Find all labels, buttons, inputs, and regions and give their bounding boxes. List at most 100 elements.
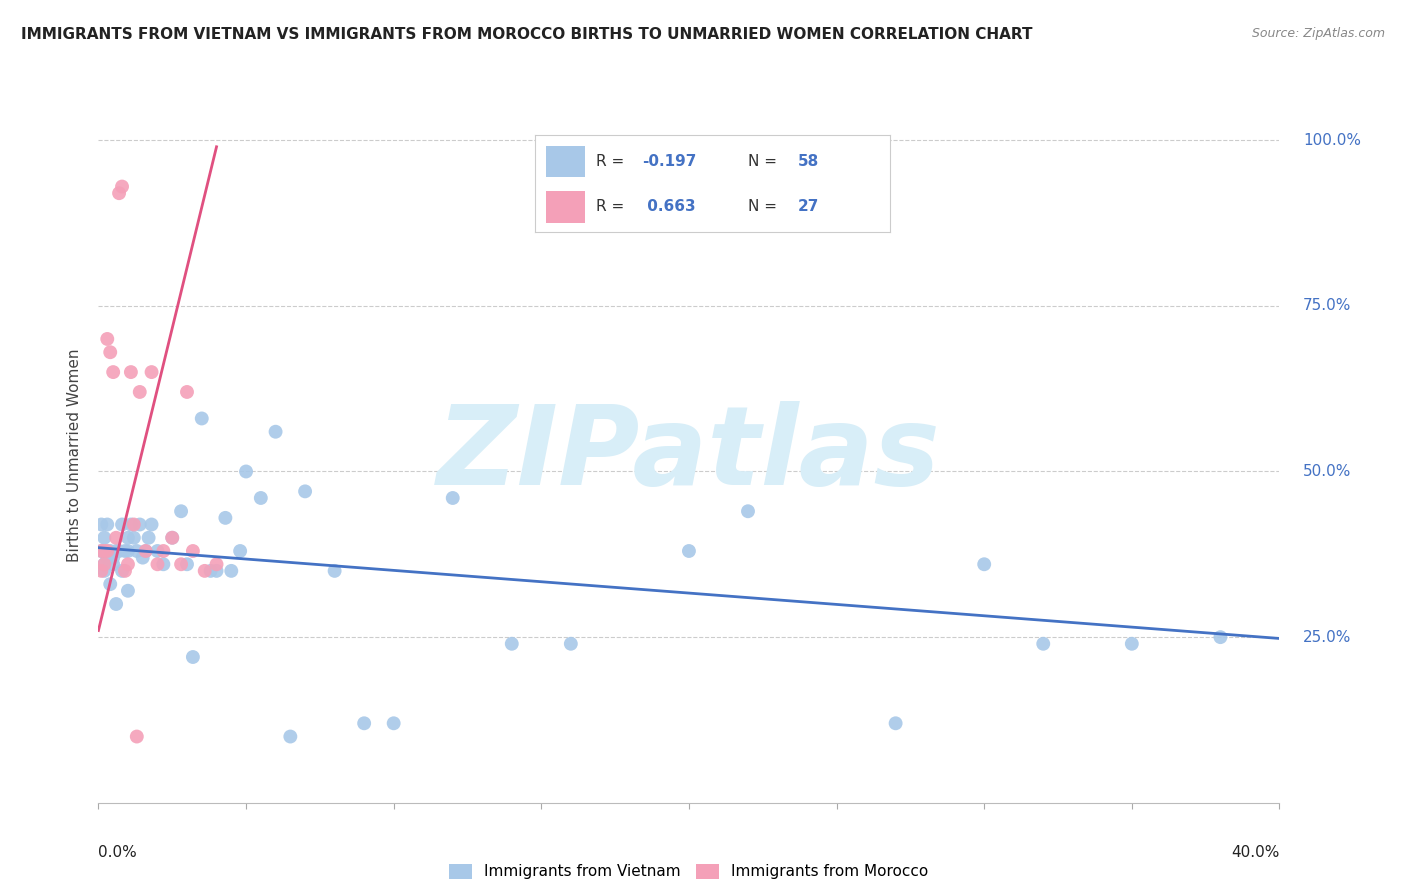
Point bbox=[120, 517, 142, 532]
Point bbox=[128, 517, 150, 532]
Text: Source: ZipAtlas.com: Source: ZipAtlas.com bbox=[1251, 27, 1385, 40]
Point bbox=[138, 531, 160, 545]
Point bbox=[162, 531, 183, 545]
Point bbox=[1209, 630, 1232, 644]
Point bbox=[162, 531, 183, 545]
Point bbox=[194, 564, 217, 578]
Text: 0.0%: 0.0% bbox=[98, 845, 138, 860]
Point bbox=[678, 544, 700, 558]
Point bbox=[214, 511, 236, 525]
Point bbox=[108, 186, 131, 201]
Point bbox=[294, 484, 316, 499]
Text: 100.0%: 100.0% bbox=[1303, 133, 1361, 148]
Point bbox=[219, 564, 242, 578]
Point bbox=[501, 637, 523, 651]
Legend: Immigrants from Vietnam, Immigrants from Morocco: Immigrants from Vietnam, Immigrants from… bbox=[443, 857, 935, 886]
Point bbox=[323, 564, 346, 578]
Point bbox=[152, 544, 174, 558]
Point bbox=[111, 517, 134, 532]
Text: ZIPatlas: ZIPatlas bbox=[437, 401, 941, 508]
Bar bbox=[546, 192, 585, 222]
Point bbox=[122, 531, 145, 545]
Point bbox=[117, 531, 139, 545]
Point bbox=[560, 637, 582, 651]
Point bbox=[191, 411, 214, 425]
Text: 0.663: 0.663 bbox=[641, 200, 696, 214]
Point bbox=[108, 544, 131, 558]
Point bbox=[181, 650, 204, 665]
Point bbox=[170, 504, 193, 518]
Point bbox=[146, 544, 169, 558]
Point bbox=[176, 558, 198, 572]
Text: 40.0%: 40.0% bbox=[1232, 845, 1279, 860]
Point bbox=[105, 544, 128, 558]
Point bbox=[737, 504, 759, 518]
Point bbox=[152, 558, 174, 572]
Point bbox=[117, 583, 139, 598]
Point bbox=[103, 550, 125, 565]
Text: 58: 58 bbox=[797, 153, 818, 169]
Point bbox=[117, 544, 139, 558]
Text: 27: 27 bbox=[797, 200, 818, 214]
Point bbox=[90, 517, 112, 532]
Text: N =: N = bbox=[748, 153, 782, 169]
Point bbox=[973, 558, 995, 572]
Point bbox=[125, 544, 148, 558]
Point bbox=[98, 577, 121, 591]
Point bbox=[98, 345, 121, 359]
Text: 75.0%: 75.0% bbox=[1303, 298, 1351, 313]
Point bbox=[135, 544, 157, 558]
Point bbox=[170, 558, 193, 572]
Point bbox=[235, 465, 257, 479]
Point bbox=[90, 544, 112, 558]
Point bbox=[111, 564, 134, 578]
Point bbox=[1032, 637, 1054, 651]
Point bbox=[98, 544, 121, 558]
Point bbox=[117, 558, 139, 572]
Text: R =: R = bbox=[596, 200, 628, 214]
Point bbox=[135, 544, 157, 558]
Point bbox=[114, 564, 136, 578]
Point bbox=[93, 544, 115, 558]
Point bbox=[250, 491, 273, 505]
Point bbox=[96, 517, 118, 532]
Point bbox=[141, 517, 163, 532]
Point bbox=[146, 558, 169, 572]
Point bbox=[132, 550, 155, 565]
Point bbox=[122, 517, 145, 532]
Point bbox=[114, 544, 136, 558]
Text: R =: R = bbox=[596, 153, 628, 169]
Point bbox=[1121, 637, 1143, 651]
Text: 25.0%: 25.0% bbox=[1303, 630, 1351, 645]
Point bbox=[93, 531, 115, 545]
Point bbox=[278, 730, 302, 744]
Point bbox=[205, 558, 228, 572]
Point bbox=[264, 425, 287, 439]
Point bbox=[441, 491, 464, 505]
Point bbox=[90, 544, 112, 558]
Point bbox=[96, 550, 118, 565]
Point bbox=[128, 384, 150, 399]
Point bbox=[105, 531, 128, 545]
Point bbox=[884, 716, 907, 731]
Point bbox=[103, 365, 125, 379]
Text: IMMIGRANTS FROM VIETNAM VS IMMIGRANTS FROM MOROCCO BIRTHS TO UNMARRIED WOMEN COR: IMMIGRANTS FROM VIETNAM VS IMMIGRANTS FR… bbox=[21, 27, 1032, 42]
Point bbox=[93, 564, 115, 578]
Y-axis label: Births to Unmarried Women: Births to Unmarried Women bbox=[67, 348, 83, 562]
Point bbox=[103, 558, 125, 572]
Point bbox=[93, 558, 115, 572]
Point bbox=[120, 365, 142, 379]
Point bbox=[382, 716, 405, 731]
Text: 50.0%: 50.0% bbox=[1303, 464, 1351, 479]
Point bbox=[229, 544, 252, 558]
Text: -0.197: -0.197 bbox=[641, 153, 696, 169]
Point bbox=[141, 365, 163, 379]
Point bbox=[93, 558, 115, 572]
Point bbox=[125, 730, 148, 744]
Point bbox=[353, 716, 375, 731]
Point bbox=[205, 564, 228, 578]
Point bbox=[111, 179, 134, 194]
Point bbox=[105, 597, 128, 611]
Point bbox=[181, 544, 204, 558]
Point bbox=[200, 564, 222, 578]
